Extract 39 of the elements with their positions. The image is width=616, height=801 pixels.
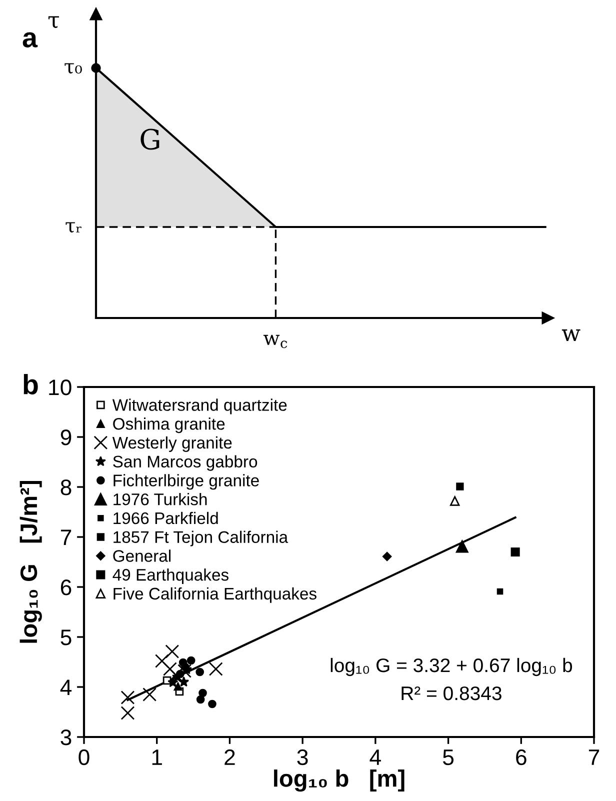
y-tick-label: 6 <box>60 580 72 596</box>
legend-label: Westerly granite <box>112 436 232 452</box>
y-tick-label: 7 <box>60 530 72 546</box>
x-tick-label: 0 <box>78 749 90 766</box>
legend-label: Five California Earthquakes <box>114 587 316 603</box>
y-tick-label: 9 <box>60 430 72 446</box>
y-axis-title: τ <box>48 16 59 28</box>
x-tick-label: 7 <box>588 750 600 765</box>
chart-title: a <box>22 32 38 48</box>
x-tick-label: 2 <box>224 749 235 765</box>
y-tick-label: 8 <box>60 480 72 496</box>
legend-label: San Marcos gabbro <box>113 455 258 471</box>
legend-label: 1976 Turkish <box>114 493 207 506</box>
x-axis-title: w <box>562 329 580 341</box>
text: w$_{c}$ <box>263 334 287 348</box>
y-tick-label: 10 <box>49 380 72 396</box>
annotation: G <box>140 128 160 150</box>
y-tick-label: 3 <box>60 730 72 746</box>
ref-line-label: τᵣ <box>66 222 82 232</box>
x-tick-label: 5 <box>442 750 454 766</box>
x-tick-label: 4 <box>370 750 381 765</box>
y-tick-label: 5 <box>60 630 72 646</box>
text: τ₀ <box>64 63 82 74</box>
legend-label: 1966 Parkfield <box>114 512 218 524</box>
legend-label: 1857 Ft Tejon California <box>114 530 288 546</box>
y-tick-label: 4 <box>60 680 72 696</box>
annotation: R² = 0.8343 <box>402 686 502 700</box>
x-tick-label: 3 <box>297 749 308 766</box>
legend-label: Oshima granite <box>113 418 225 434</box>
chart-title: b <box>24 374 38 394</box>
legend-label: Witwatersrand quartzite <box>112 398 287 414</box>
annotation: log₁₀ G = 3.32 + 0.67 log₁₀ b <box>330 658 572 676</box>
legend-label: Fichterlbirge granite <box>114 474 259 490</box>
legend-label: General <box>113 550 171 562</box>
legend-label: 49 Earthquakes <box>112 568 228 584</box>
x-tick-label: 6 <box>516 749 526 766</box>
y-axis-title: log₁₀ G [J/m²] <box>20 480 42 643</box>
x-axis-title: log₁₀ b [m] <box>274 770 404 792</box>
x-tick-label: 1 <box>152 750 162 765</box>
